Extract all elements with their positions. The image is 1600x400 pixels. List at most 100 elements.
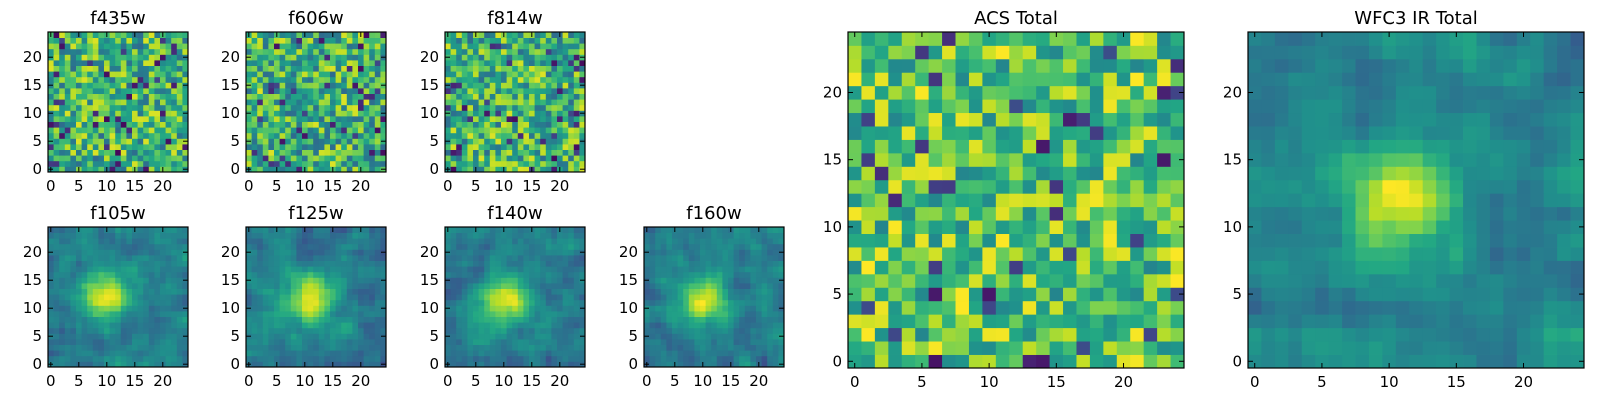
- heatmap-cell: [171, 277, 178, 284]
- heatmap-cell: [683, 283, 690, 289]
- heatmap-cell: [450, 149, 457, 156]
- heatmap-cell: [246, 238, 252, 245]
- heatmap-cell: [318, 277, 325, 284]
- heatmap-cell: [251, 166, 258, 173]
- heatmap-cell: [1143, 354, 1158, 369]
- heatmap-cell: [148, 266, 155, 273]
- heatmap-cell: [363, 104, 370, 111]
- heatmap-cell: [1063, 247, 1077, 261]
- heatmap-cell: [346, 260, 353, 267]
- heatmap-cell: [744, 305, 751, 312]
- heatmap-cell: [369, 361, 376, 368]
- heatmap-cell: [285, 116, 292, 122]
- heatmap-cell: [285, 333, 292, 340]
- heatmap-cell: [335, 232, 342, 239]
- heatmap-cell: [942, 273, 956, 288]
- heatmap-cell: [750, 350, 757, 357]
- heatmap-cell: [649, 305, 656, 312]
- heatmap-cell: [296, 316, 303, 323]
- heatmap-cell: [772, 355, 779, 362]
- heatmap-cell: [568, 166, 575, 173]
- heatmap-cell: [251, 43, 258, 50]
- heatmap-cell: [324, 99, 331, 106]
- heatmap-cell: [70, 327, 77, 334]
- heatmap-cell: [744, 333, 751, 340]
- heatmap-cell: [489, 305, 496, 312]
- heatmap-cell: [296, 144, 303, 150]
- heatmap-cell: [450, 322, 457, 329]
- heatmap-cell: [523, 350, 530, 357]
- heatmap-cell: [104, 93, 110, 100]
- heatmap-cell: [1009, 193, 1024, 208]
- heatmap-cell: [98, 294, 105, 301]
- heatmap-cell: [579, 65, 586, 72]
- heatmap-cell: [655, 260, 662, 267]
- heatmap-cell: [335, 288, 342, 295]
- heatmap-cell: [307, 104, 314, 111]
- heatmap-cell: [126, 110, 133, 117]
- heatmap-cell: [87, 121, 94, 128]
- heatmap-cell: [318, 339, 325, 345]
- heatmap-cell: [302, 316, 308, 323]
- heatmap-cell: [313, 43, 320, 50]
- heatmap-cell: [257, 311, 264, 317]
- heatmap-cell: [489, 60, 496, 66]
- heatmap-cell: [98, 116, 105, 122]
- heatmap-cell: [274, 232, 280, 239]
- heatmap-cell: [104, 288, 110, 295]
- heatmap-cell: [551, 76, 558, 83]
- heatmap-cell: [53, 277, 60, 284]
- heatmap-cell: [716, 255, 723, 261]
- heatmap-cell: [307, 260, 314, 267]
- heatmap-cell: [148, 121, 155, 128]
- heatmap-cell: [733, 238, 740, 245]
- heatmap-cell: [64, 271, 71, 278]
- heatmap-cell: [341, 104, 348, 111]
- heatmap-cell: [358, 288, 364, 295]
- heatmap-cell: [506, 311, 513, 317]
- heatmap-cell: [982, 327, 997, 342]
- heatmap-cell: [171, 260, 178, 267]
- heatmap-cell: [92, 93, 99, 100]
- heatmap-cell: [529, 305, 535, 312]
- heatmap-cell: [688, 350, 695, 357]
- heatmap-cell: [557, 271, 563, 278]
- x-tick-label: 10: [295, 372, 314, 390]
- heatmap-cell: [495, 60, 502, 66]
- heatmap-cell: [557, 71, 563, 78]
- heatmap-cell: [722, 227, 729, 233]
- heatmap-cell: [683, 249, 690, 256]
- heatmap-cell: [120, 93, 127, 100]
- heatmap-cell: [677, 339, 684, 345]
- heatmap-cell: [711, 294, 718, 301]
- heatmap-cell: [506, 271, 513, 278]
- heatmap-cell: [461, 266, 468, 273]
- heatmap-cell: [363, 361, 370, 368]
- heatmap-cell: [506, 305, 513, 312]
- heatmap-cell: [48, 327, 54, 334]
- heatmap-cell: [251, 311, 258, 317]
- heatmap-cell: [489, 266, 496, 273]
- heatmap-cell: [473, 71, 479, 78]
- heatmap-cell: [262, 104, 269, 111]
- heatmap-cell: [644, 316, 650, 323]
- heatmap-cell: [48, 344, 54, 351]
- heatmap-cell: [148, 166, 155, 173]
- heatmap-cell: [59, 355, 66, 362]
- heatmap-cell: [165, 277, 172, 284]
- heatmap-cell: [335, 227, 342, 233]
- heatmap-cell: [59, 110, 66, 117]
- heatmap-cell: [274, 339, 280, 345]
- heatmap-cell: [307, 166, 314, 173]
- heatmap-cell: [126, 305, 133, 312]
- heatmap-cell: [644, 260, 650, 267]
- heatmap-cell: [285, 144, 292, 150]
- heatmap-cell: [501, 311, 507, 317]
- heatmap-cell: [562, 311, 569, 317]
- heatmap-cell: [739, 277, 746, 284]
- heatmap-cell: [324, 82, 331, 89]
- heatmap-cell: [722, 355, 729, 362]
- heatmap-cell: [380, 144, 387, 150]
- heatmap-cell: [70, 333, 77, 340]
